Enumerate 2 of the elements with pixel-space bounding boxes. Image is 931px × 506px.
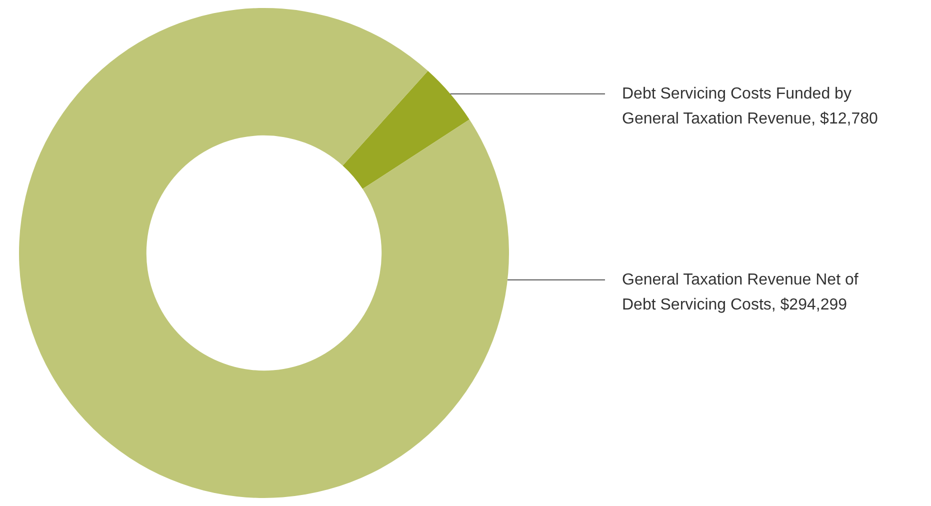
slice-label: General Taxation Revenue Net of Debt Servicing Costs, $294,299: [622, 271, 859, 314]
slice-label: Debt Servicing Costs Funded by General Taxation Revenue, $12,780: [622, 85, 878, 128]
